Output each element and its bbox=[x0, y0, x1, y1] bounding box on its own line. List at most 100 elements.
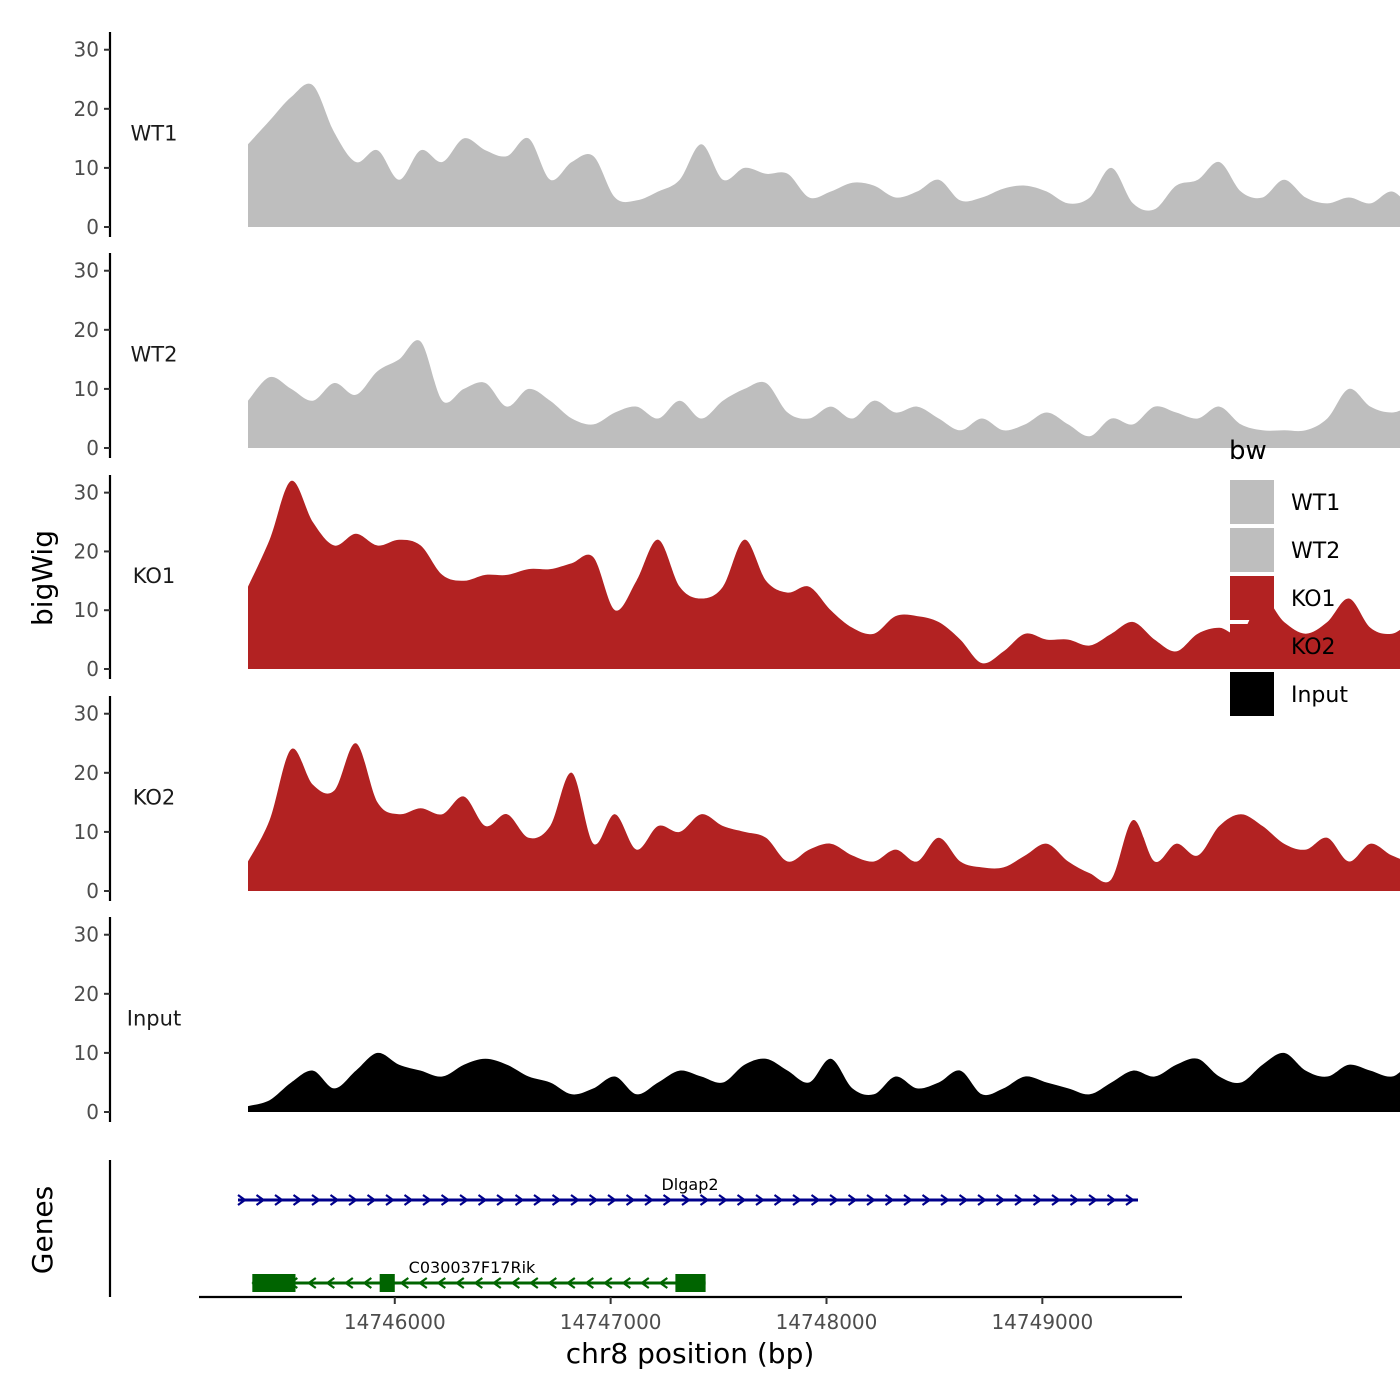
strand-arrow-icon bbox=[940, 1194, 950, 1206]
strand-arrow-icon bbox=[325, 1277, 335, 1289]
strand-arrow-icon bbox=[829, 1194, 839, 1206]
strand-arrow-icon bbox=[607, 1194, 617, 1206]
genes-axis-title: Genes bbox=[26, 1186, 59, 1274]
legend-swatch bbox=[1230, 480, 1274, 524]
y-tick-label: 20 bbox=[74, 539, 99, 563]
strand-arrow-icon bbox=[995, 1194, 1006, 1206]
y-tick-label: 0 bbox=[86, 436, 99, 460]
coverage-area-wt2 bbox=[248, 340, 1400, 448]
strand-arrow-icon bbox=[551, 1194, 562, 1206]
strand-arrow-icon bbox=[454, 1277, 465, 1289]
strand-arrow-icon bbox=[366, 1194, 377, 1206]
y-tick-label: 20 bbox=[74, 982, 99, 1006]
coverage-area-wt1 bbox=[248, 83, 1400, 227]
y-tick-label: 20 bbox=[74, 318, 99, 342]
y-tick-label: 30 bbox=[74, 259, 99, 283]
coverage-tracks: 0 10 20 30 WT1 0 10 20 30 WT2 0 10 20 30 KO1 0 10 20 30 KO2… bbox=[74, 32, 1400, 1124]
strand-arrow-icon bbox=[699, 1194, 710, 1206]
strand-arrow-icon bbox=[903, 1194, 913, 1206]
strand-arrow-icon bbox=[1051, 1194, 1061, 1206]
legend: bw WT1 WT2 KO1 KO2 Input bbox=[1229, 436, 1348, 716]
legend-label: Input bbox=[1291, 683, 1348, 708]
y-tick-label: 10 bbox=[74, 820, 99, 844]
track-ko2: 0 10 20 30 KO2 bbox=[74, 696, 1400, 903]
gene-label: Dlgap2 bbox=[661, 1175, 718, 1194]
strand-arrow-icon bbox=[436, 1277, 446, 1289]
track-wt1: 0 10 20 30 WT1 bbox=[74, 32, 1400, 239]
y-tick-label: 0 bbox=[86, 1100, 99, 1124]
y-tick-label: 0 bbox=[86, 215, 99, 239]
strand-arrow-icon bbox=[847, 1194, 858, 1206]
strand-arrow-icon bbox=[362, 1277, 372, 1289]
strand-arrow-icon bbox=[884, 1194, 895, 1206]
strand-arrow-icon bbox=[866, 1194, 876, 1206]
x-tick-label: 14747000 bbox=[560, 1310, 662, 1334]
x-axis: 14746000 14747000 14748000 14749000 bbox=[199, 1295, 1182, 1334]
legend-swatch bbox=[1230, 528, 1274, 572]
strand-arrow-icon bbox=[736, 1194, 747, 1206]
y-tick-label: 0 bbox=[86, 657, 99, 681]
strand-arrow-icon bbox=[565, 1277, 576, 1289]
exon-block bbox=[379, 1274, 395, 1292]
strand-arrow-icon bbox=[718, 1194, 728, 1206]
y-tick-label: 30 bbox=[74, 702, 99, 726]
gene-label: C030037F17Rik bbox=[409, 1258, 536, 1277]
strand-arrow-icon bbox=[403, 1194, 414, 1206]
strand-arrow-icon bbox=[417, 1277, 428, 1289]
strand-arrow-icon bbox=[533, 1194, 543, 1206]
strand-arrow-icon bbox=[306, 1277, 317, 1289]
strand-arrow-icon bbox=[977, 1194, 987, 1206]
strand-arrow-icon bbox=[1014, 1194, 1024, 1206]
strand-arrow-icon bbox=[422, 1194, 432, 1206]
strand-arrow-icon bbox=[510, 1277, 520, 1289]
legend-swatch bbox=[1230, 672, 1274, 716]
strand-arrow-icon bbox=[621, 1277, 631, 1289]
strand-arrow-icon bbox=[921, 1194, 932, 1206]
strand-arrow-icon bbox=[274, 1194, 284, 1206]
strand-arrow-icon bbox=[491, 1277, 502, 1289]
strand-arrow-icon bbox=[625, 1194, 636, 1206]
strand-arrow-icon bbox=[459, 1194, 469, 1206]
track-label-wt2: WT2 bbox=[131, 342, 178, 366]
strand-arrow-icon bbox=[681, 1194, 691, 1206]
strand-arrow-icon bbox=[348, 1194, 358, 1206]
strand-arrow-icon bbox=[473, 1277, 483, 1289]
strand-arrow-icon bbox=[662, 1194, 673, 1206]
legend-label: WT2 bbox=[1291, 539, 1340, 564]
strand-arrow-icon bbox=[399, 1277, 409, 1289]
y-tick-label: 10 bbox=[74, 156, 99, 180]
strand-arrow-icon bbox=[329, 1194, 340, 1206]
x-tick-label: 14749000 bbox=[991, 1310, 1093, 1334]
track-wt2: 0 10 20 30 WT2 bbox=[74, 253, 1400, 460]
y-tick-label: 10 bbox=[74, 377, 99, 401]
strand-arrow-icon bbox=[311, 1194, 321, 1206]
strand-arrow-icon bbox=[237, 1194, 247, 1206]
y-tick-label: 30 bbox=[74, 38, 99, 62]
y-tick-label: 10 bbox=[74, 1041, 99, 1065]
strand-arrow-icon bbox=[385, 1194, 395, 1206]
strand-arrow-icon bbox=[528, 1277, 539, 1289]
track-input: 0 10 20 30 Input bbox=[74, 917, 1400, 1124]
y-tick-label: 30 bbox=[74, 923, 99, 947]
y-tick-label: 20 bbox=[74, 761, 99, 785]
gene-track: Dlgap2 C030037F17Rik bbox=[108, 1160, 1138, 1297]
legend-label: KO1 bbox=[1291, 587, 1336, 612]
strand-arrow-icon bbox=[792, 1194, 802, 1206]
strand-arrow-icon bbox=[292, 1194, 303, 1206]
legend-title: bw bbox=[1229, 436, 1267, 466]
legend-swatch bbox=[1230, 576, 1274, 620]
strand-arrow-icon bbox=[570, 1194, 580, 1206]
legend-label: KO2 bbox=[1291, 635, 1336, 660]
strand-arrow-icon bbox=[644, 1194, 654, 1206]
strand-arrow-icon bbox=[1125, 1194, 1135, 1206]
y-tick-label: 0 bbox=[86, 879, 99, 903]
strand-arrow-icon bbox=[1088, 1194, 1098, 1206]
strand-arrow-icon bbox=[547, 1277, 557, 1289]
gene-c030037f17rik: C030037F17Rik bbox=[251, 1258, 706, 1292]
strand-arrow-icon bbox=[1032, 1194, 1043, 1206]
track-ko1: 0 10 20 30 KO1 bbox=[74, 475, 1400, 681]
exon-block bbox=[252, 1274, 296, 1292]
y-tick-label: 10 bbox=[74, 598, 99, 622]
strand-arrow-icon bbox=[773, 1194, 784, 1206]
